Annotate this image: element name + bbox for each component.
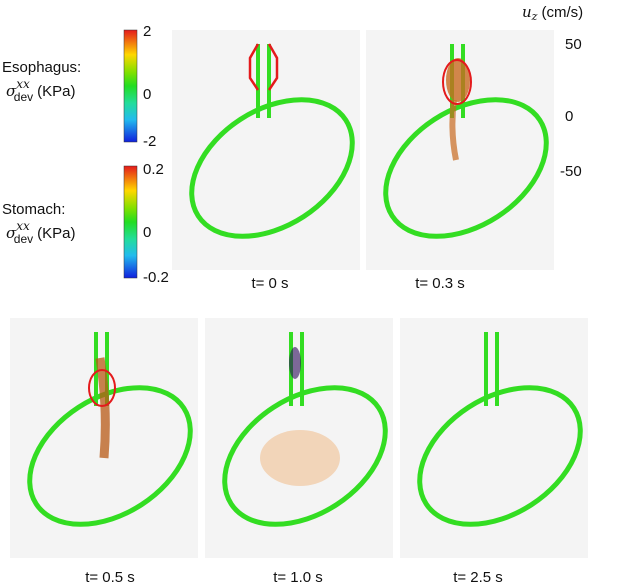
- symbol: σ: [6, 82, 17, 100]
- panel-caption: t= 1.0 s: [273, 569, 323, 586]
- colorbar-quantity: σxx dev (KPa): [6, 219, 76, 247]
- unit: (KPa): [37, 83, 75, 100]
- tick-label: 0: [565, 108, 573, 125]
- tick-label: 2: [143, 23, 151, 40]
- colorbar-quantity: σxx dev (KPa): [6, 77, 76, 105]
- panel: [200, 318, 411, 558]
- panel-caption: t= 0.3 s: [415, 275, 465, 292]
- panel-caption: t= 0.5 s: [85, 569, 135, 586]
- panel: [395, 318, 606, 558]
- tick-label: -2: [143, 133, 156, 150]
- subscript: dev: [14, 232, 33, 246]
- tick-label: -50: [560, 163, 582, 180]
- panel: [361, 30, 572, 270]
- unit: (KPa): [37, 225, 75, 242]
- panel: [167, 30, 378, 270]
- tick-label: 0: [143, 224, 151, 241]
- panel: [5, 318, 216, 558]
- tick-label: 50: [565, 36, 582, 53]
- colorbar-quantity: uz (cm/s): [522, 3, 583, 23]
- tick-label: -0.2: [143, 269, 169, 286]
- panel-caption: t= 2.5 s: [453, 569, 503, 586]
- symbol: σ: [6, 224, 17, 242]
- superscript: xx: [16, 77, 30, 91]
- colorbar: [123, 165, 138, 279]
- panel-caption: t= 0 s: [251, 275, 288, 292]
- subscript: dev: [14, 90, 33, 104]
- symbol: u: [522, 3, 532, 21]
- superscript: xx: [16, 219, 30, 233]
- colorbar-label: Stomach:: [2, 201, 65, 218]
- unit: (cm/s): [541, 4, 583, 21]
- subscript: z: [531, 10, 538, 23]
- tick-label: 0: [143, 86, 151, 103]
- colorbar-label: Esophagus:: [2, 59, 81, 76]
- tick-label: 0.2: [143, 161, 164, 178]
- colorbar: [123, 29, 138, 143]
